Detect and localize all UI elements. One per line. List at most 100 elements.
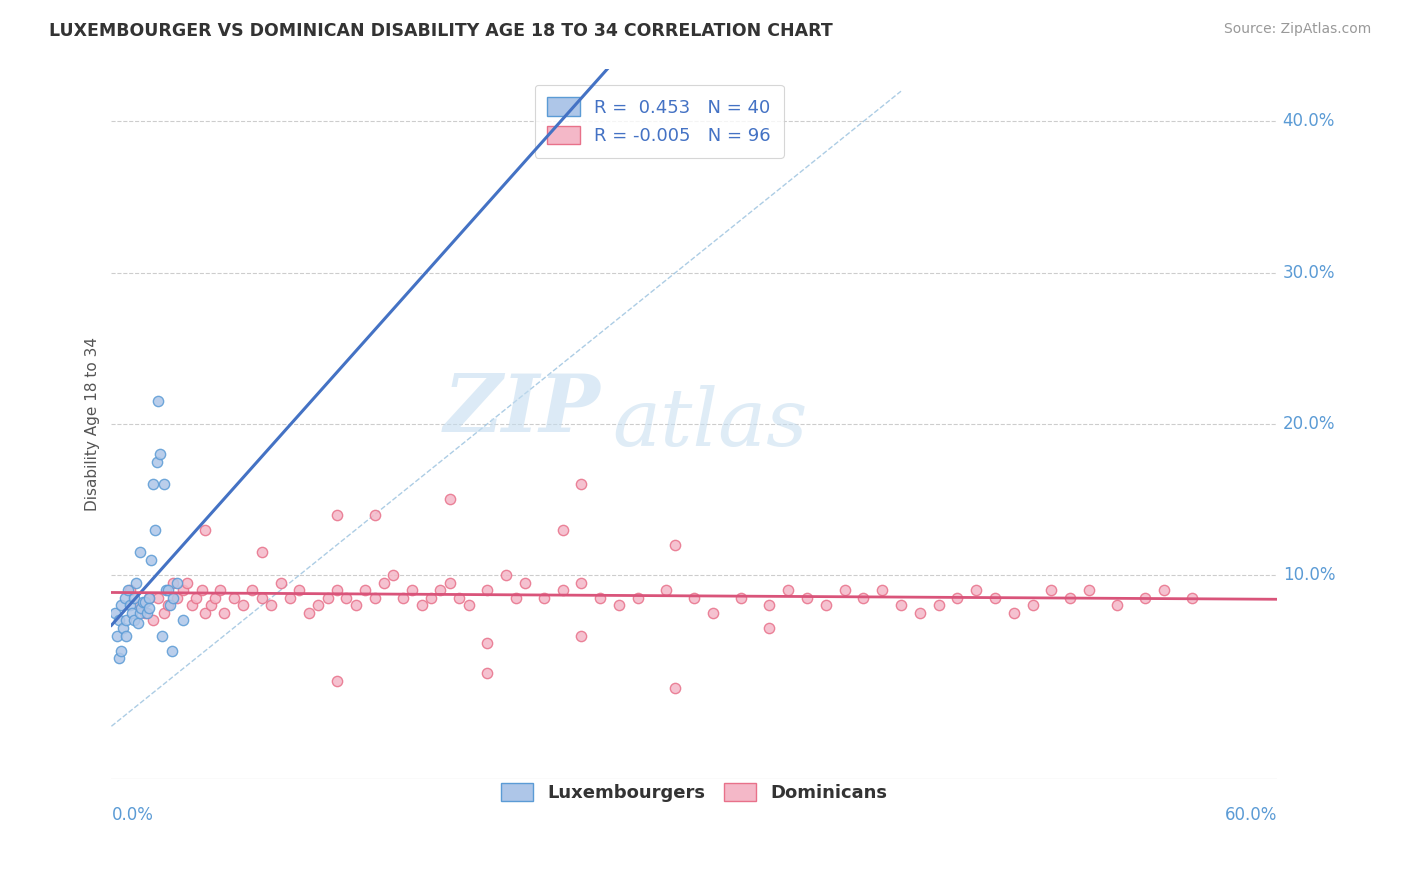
Point xyxy=(655,583,678,598)
Point xyxy=(429,583,451,598)
Point xyxy=(607,599,630,613)
Point xyxy=(449,591,471,605)
Point xyxy=(571,628,593,642)
Point xyxy=(288,583,311,598)
Point xyxy=(1040,583,1063,598)
Point xyxy=(870,583,893,598)
Point xyxy=(1078,583,1101,598)
Point xyxy=(122,591,145,605)
Text: 0.0%: 0.0% xyxy=(111,806,153,824)
Point xyxy=(260,599,283,613)
Point xyxy=(134,595,156,609)
Legend: Luxembourgers, Dominicans: Luxembourgers, Dominicans xyxy=(494,775,894,809)
Point xyxy=(139,553,162,567)
Y-axis label: Disability Age 18 to 34: Disability Age 18 to 34 xyxy=(86,337,100,511)
Point xyxy=(190,583,212,598)
Point xyxy=(242,583,264,598)
Point xyxy=(354,583,377,598)
Point xyxy=(176,575,198,590)
Point xyxy=(316,591,339,605)
Point xyxy=(162,575,184,590)
Point xyxy=(363,591,385,605)
Point xyxy=(411,599,433,613)
Point xyxy=(1153,583,1175,598)
Point xyxy=(172,614,194,628)
Point xyxy=(111,621,134,635)
Point xyxy=(184,591,207,605)
Point xyxy=(758,599,780,613)
Point xyxy=(439,492,461,507)
Point xyxy=(363,508,385,522)
Text: 60.0%: 60.0% xyxy=(1225,806,1277,824)
Point xyxy=(110,599,132,613)
Text: 20.0%: 20.0% xyxy=(1282,415,1336,433)
Point xyxy=(270,575,292,590)
Point xyxy=(120,599,142,613)
Point xyxy=(664,681,686,696)
Point xyxy=(533,591,555,605)
Point xyxy=(796,591,818,605)
Point xyxy=(1059,591,1081,605)
Point xyxy=(134,606,156,620)
Text: atlas: atlas xyxy=(613,385,808,463)
Point xyxy=(194,606,217,620)
Point xyxy=(1107,599,1129,613)
Point xyxy=(495,568,517,582)
Point xyxy=(117,583,139,598)
Text: 10.0%: 10.0% xyxy=(1282,566,1336,584)
Point xyxy=(307,599,329,613)
Point xyxy=(852,591,875,605)
Point xyxy=(664,538,686,552)
Point xyxy=(457,599,479,613)
Point xyxy=(298,606,321,620)
Point xyxy=(326,673,349,688)
Point xyxy=(104,606,127,620)
Point xyxy=(156,599,179,613)
Point xyxy=(162,591,184,605)
Point xyxy=(1002,606,1025,620)
Point xyxy=(128,545,150,559)
Point xyxy=(122,614,145,628)
Point xyxy=(232,599,254,613)
Point xyxy=(153,606,176,620)
Point xyxy=(143,523,166,537)
Point xyxy=(778,583,800,598)
Text: 30.0%: 30.0% xyxy=(1282,264,1336,282)
Point xyxy=(209,583,232,598)
Text: Source: ZipAtlas.com: Source: ZipAtlas.com xyxy=(1223,22,1371,37)
Point xyxy=(1181,591,1204,605)
Point xyxy=(477,636,499,650)
Point xyxy=(149,447,172,461)
Point xyxy=(145,455,167,469)
Point xyxy=(148,394,170,409)
Point xyxy=(115,614,138,628)
Point xyxy=(155,583,177,598)
Point xyxy=(250,545,273,559)
Point xyxy=(142,477,165,491)
Point xyxy=(439,575,461,590)
Point xyxy=(204,591,226,605)
Point xyxy=(153,477,176,491)
Point xyxy=(105,628,128,642)
Point xyxy=(108,614,131,628)
Point xyxy=(181,599,204,613)
Point xyxy=(115,628,138,642)
Point xyxy=(121,606,143,620)
Point xyxy=(401,583,423,598)
Point xyxy=(128,599,150,613)
Point xyxy=(1021,599,1043,613)
Point xyxy=(166,591,188,605)
Point xyxy=(814,599,837,613)
Point xyxy=(683,591,706,605)
Point xyxy=(138,591,160,605)
Point xyxy=(477,583,499,598)
Point xyxy=(571,575,593,590)
Point xyxy=(148,591,170,605)
Point xyxy=(984,591,1007,605)
Point xyxy=(589,591,612,605)
Point xyxy=(391,591,413,605)
Text: LUXEMBOURGER VS DOMINICAN DISABILITY AGE 18 TO 34 CORRELATION CHART: LUXEMBOURGER VS DOMINICAN DISABILITY AGE… xyxy=(49,22,832,40)
Point xyxy=(250,591,273,605)
Point xyxy=(127,616,149,631)
Text: ZIP: ZIP xyxy=(444,371,600,449)
